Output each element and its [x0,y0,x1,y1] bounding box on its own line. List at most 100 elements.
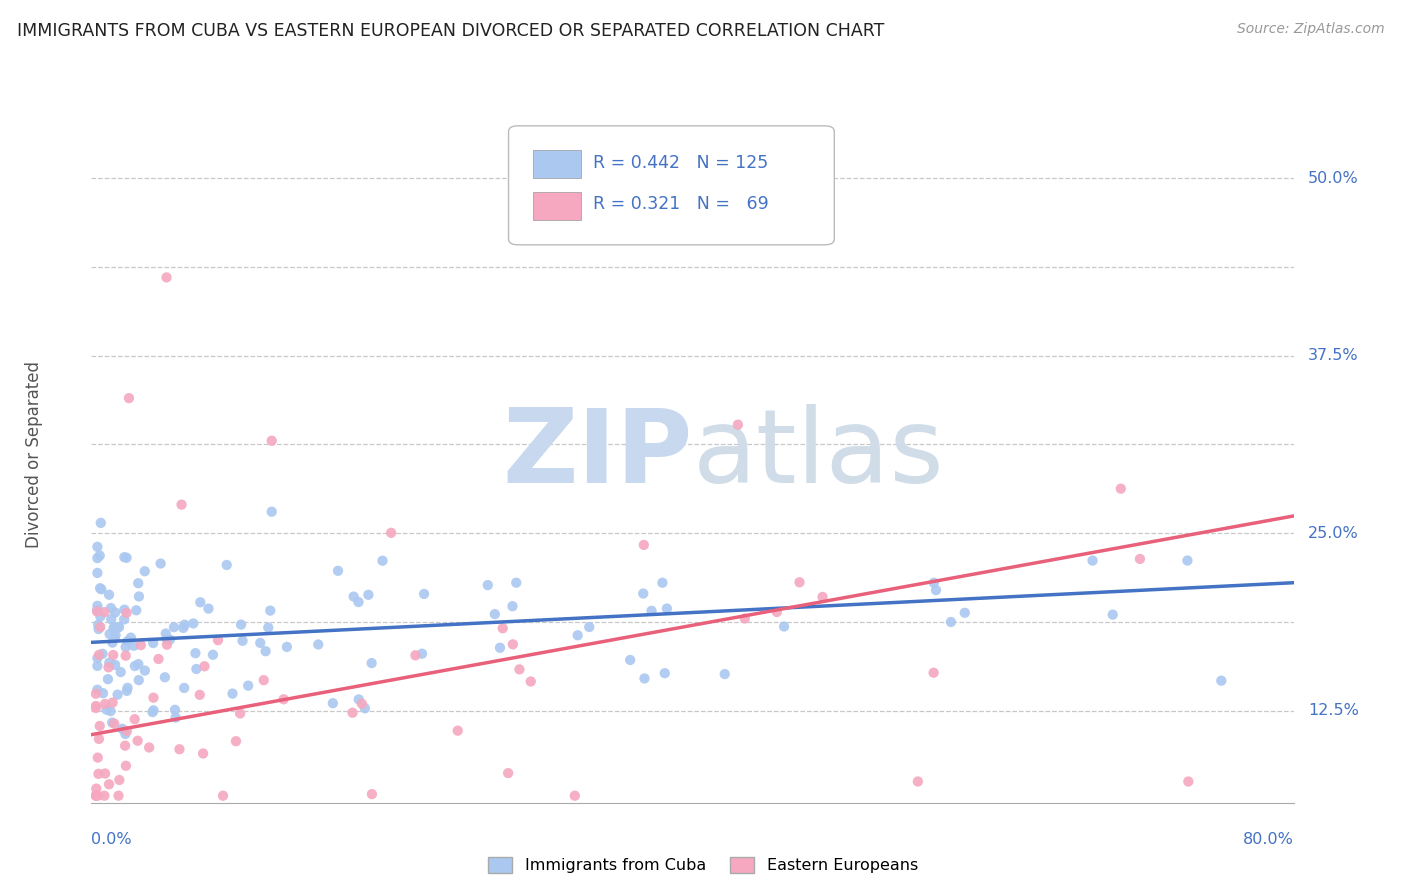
Point [773,619,796,633]
Point [713,667,735,681]
Point [186,662,208,676]
Point [155,626,177,640]
Point [631,586,654,600]
Point [188,595,211,609]
Point [84,789,107,803]
Point [492,621,515,635]
Point [188,688,211,702]
Point [259,604,281,618]
Point [117,634,139,648]
Text: 37.5%: 37.5% [1308,348,1358,363]
Point [1101,607,1123,622]
Point [125,603,148,617]
Point [155,270,177,285]
Point [115,550,138,565]
Text: IMMIGRANTS FROM CUBA VS EASTERN EUROPEAN DIVORCED OR SEPARATED CORRELATION CHART: IMMIGRANTS FROM CUBA VS EASTERN EUROPEAN… [17,22,884,40]
Point [1177,553,1199,567]
Point [86,659,108,673]
Point [567,628,589,642]
Point [97,660,120,674]
Point [104,657,127,672]
Point [87,731,110,746]
Point [84,701,107,715]
Point [93,605,115,619]
Point [134,564,156,578]
Point [100,704,122,718]
Point [90,582,112,597]
Point [347,692,370,706]
Point [98,588,121,602]
Point [727,417,749,432]
Point [354,701,377,715]
Point [811,590,834,604]
Point [519,674,541,689]
Point [501,599,523,614]
FancyBboxPatch shape [509,126,834,244]
Point [640,604,662,618]
Point [87,750,110,764]
Point [91,647,114,661]
Point [197,601,219,615]
Point [87,617,110,632]
Point [122,639,145,653]
Point [89,581,111,595]
Text: Divorced or Separated: Divorced or Separated [25,361,42,549]
Point [361,787,384,801]
Point [101,696,124,710]
Point [84,789,107,803]
Point [94,766,117,780]
Point [225,734,247,748]
Point [922,575,945,590]
Point [86,603,108,617]
Point [108,772,131,787]
Point [112,602,135,616]
Point [1211,673,1233,688]
Point [322,696,344,710]
Point [98,656,121,670]
Point [115,723,138,738]
Point [273,692,295,706]
Point [103,622,125,636]
Point [249,636,271,650]
Point [98,627,121,641]
Point [619,653,641,667]
Point [153,670,176,684]
Point [142,703,165,717]
Text: R = 0.321   N =   69: R = 0.321 N = 69 [593,195,769,213]
Legend: Immigrants from Cuba, Eastern Europeans: Immigrants from Cuba, Eastern Europeans [482,850,924,880]
Point [477,578,499,592]
Point [357,588,380,602]
Point [110,665,132,679]
Point [142,705,165,719]
Point [128,590,150,604]
Point [172,621,194,635]
Point [238,679,260,693]
Point [229,706,252,721]
Point [564,789,586,803]
Point [484,607,506,621]
Point [411,647,433,661]
Point [184,646,207,660]
Point [207,633,229,648]
Point [232,633,254,648]
Point [94,697,117,711]
Point [128,673,150,687]
Text: 12.5%: 12.5% [1308,703,1358,718]
Point [103,631,125,645]
Text: ZIP: ZIP [502,404,692,506]
Point [651,575,673,590]
Text: 25.0%: 25.0% [1308,525,1358,541]
Point [342,706,364,720]
Point [86,604,108,618]
Point [100,601,122,615]
Point [148,652,170,666]
Point [505,575,527,590]
Point [112,550,135,565]
Point [260,434,283,448]
Point [89,719,111,733]
Text: 0.0%: 0.0% [91,832,132,847]
Point [257,621,280,635]
Point [127,657,149,672]
Point [655,601,678,615]
FancyBboxPatch shape [533,150,581,178]
